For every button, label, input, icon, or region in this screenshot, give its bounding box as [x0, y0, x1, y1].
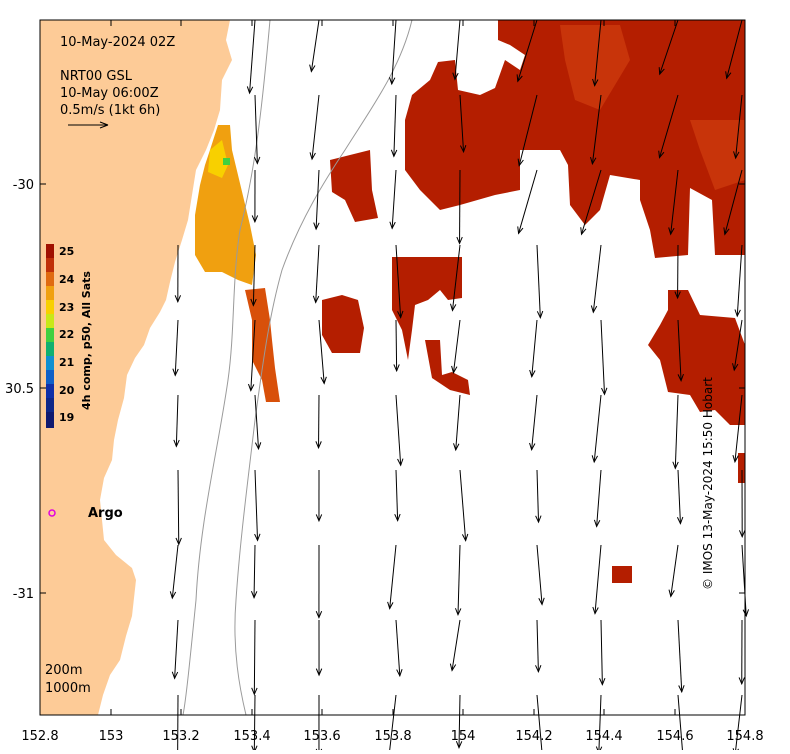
colorbar-segment	[46, 300, 54, 314]
x-tick-label: 153.6	[303, 729, 340, 744]
x-tick-label: 154	[451, 729, 476, 744]
colorbar-segment	[46, 398, 54, 412]
colorbar-tick: 24	[59, 273, 75, 286]
x-tick-label: 154.4	[585, 729, 622, 744]
x-tick-label: 153.8	[374, 729, 411, 744]
x-tick-label: 153.4	[233, 729, 270, 744]
product-label: NRT00 GSL	[60, 69, 133, 84]
x-tick-label: 154.6	[656, 729, 693, 744]
product-time: 10-May 06:00Z	[60, 86, 159, 101]
current-arrow	[254, 620, 255, 694]
colorbar-segment	[46, 342, 54, 356]
colorbar-segment	[46, 314, 54, 328]
colorbar-tick: 23	[59, 301, 74, 314]
x-tick-label: 153	[99, 729, 124, 744]
y-tick-label: -30	[13, 178, 34, 193]
y-axis-labels: -30 30.5 -31	[5, 178, 34, 602]
colorbar-segment	[46, 370, 54, 384]
contour-legend-200m: 200m	[45, 663, 82, 678]
sst-patch-east-edge	[738, 453, 745, 483]
colorbar-segment	[46, 244, 54, 258]
date-label: 10-May-2024 02Z	[60, 35, 175, 50]
colorbar-segment	[46, 258, 54, 272]
sst-patch-west-small	[322, 295, 364, 353]
argo-label: Argo	[88, 506, 123, 521]
colorbar-title: 4h comp, p50, All Sats	[80, 271, 93, 410]
colorbar-segment	[46, 356, 54, 370]
scale-label: 0.5m/s (1kt 6h)	[60, 103, 160, 118]
x-tick-label: 153.2	[162, 729, 199, 744]
colorbar-segment	[46, 286, 54, 300]
y-tick-label: 30.5	[5, 382, 34, 397]
colorbar-tick: 19	[59, 411, 74, 424]
x-tick-label: 152.8	[21, 729, 58, 744]
current-arrow	[396, 320, 397, 371]
colorbar-segment	[46, 412, 54, 428]
x-axis-labels: 152.8 153 153.2 153.4 153.6 153.8 154 15…	[21, 729, 763, 744]
colorbar-tick: 22	[59, 328, 74, 341]
contour-legend-1000m: 1000m	[45, 681, 91, 696]
credit-text: © IMOS 13-May-2024 15:50 Hobart	[700, 430, 716, 590]
colorbar-tick: 21	[59, 356, 74, 369]
colorbar-segment	[46, 272, 54, 286]
y-tick-label: -31	[13, 587, 34, 602]
sst-patch-south	[612, 566, 632, 583]
colorbar-tick: 25	[59, 245, 74, 258]
colorbar-segment	[46, 328, 54, 342]
x-tick-label: 154.8	[726, 729, 763, 744]
x-tick-label: 154.2	[515, 729, 552, 744]
colorbar-segment	[46, 384, 54, 398]
sst-pixel-green	[223, 158, 230, 165]
colorbar-tick: 20	[59, 384, 75, 397]
